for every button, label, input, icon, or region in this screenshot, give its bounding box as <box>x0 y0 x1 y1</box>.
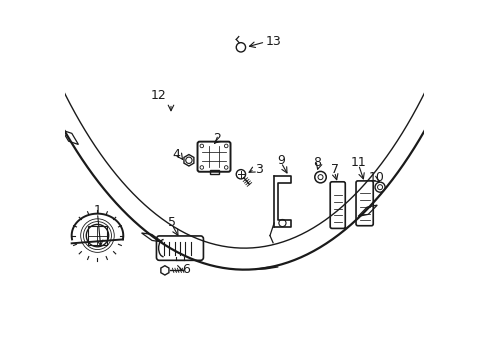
Polygon shape <box>161 266 168 275</box>
Text: 1: 1 <box>93 204 101 217</box>
Text: 11: 11 <box>350 156 366 168</box>
Text: 13: 13 <box>265 35 281 49</box>
Text: 10: 10 <box>368 171 384 184</box>
Text: 8: 8 <box>312 156 320 169</box>
Polygon shape <box>183 154 193 166</box>
Text: 7: 7 <box>330 163 338 176</box>
Text: 5: 5 <box>168 216 176 229</box>
Text: 3: 3 <box>255 163 263 176</box>
Bar <box>88 226 106 245</box>
Text: 2: 2 <box>212 132 221 145</box>
Text: 9: 9 <box>277 154 285 167</box>
Text: 12: 12 <box>150 89 166 102</box>
Bar <box>209 170 218 174</box>
Text: 6: 6 <box>182 263 189 276</box>
Text: 4: 4 <box>172 148 180 161</box>
